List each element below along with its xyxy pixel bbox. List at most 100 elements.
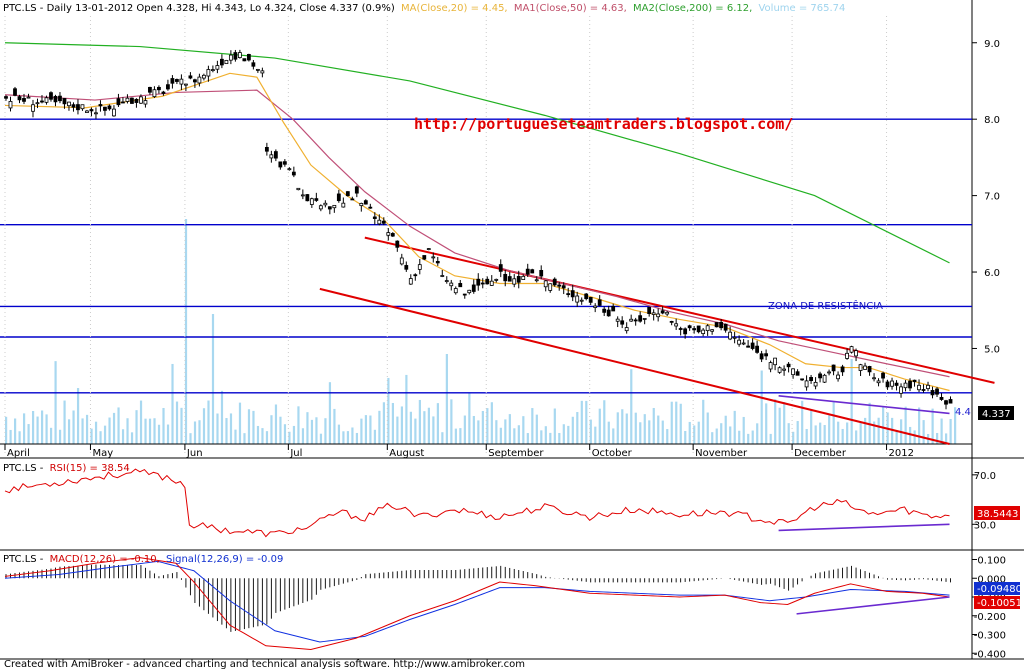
candle-body [314,198,319,201]
candle-body [269,154,274,159]
candle-body [885,381,890,388]
candle-body [8,101,13,109]
candle-body [251,62,256,67]
volume-bar [909,426,912,444]
rsi-y-tick-label: 70.0 [974,471,996,482]
candle-body [404,265,409,270]
candle-body [467,289,472,294]
volume-bar [724,415,727,444]
price-header: PTC.LS - Daily 13-01-2012 Open 4.328, Hi… [3,3,845,14]
volume-bar [355,432,359,444]
candle-body [233,52,238,60]
volume-bar [157,424,161,444]
volume-bar [414,418,417,444]
volume-bar [891,417,894,444]
volume-bar [571,416,574,444]
candle-body [219,58,224,66]
candle-body [759,353,764,360]
macd-value-label: -0.10051 [977,598,1022,609]
volume-bar [594,426,597,444]
volume-bar [67,419,71,444]
volume-bar [27,424,30,444]
candle-body [206,69,211,77]
price-header-ma200: MA2(Close,200) = 6.12, [633,3,752,14]
candle-body [89,109,94,112]
macd-y-tick-label: -0.400 [974,649,1006,660]
candle-body [130,97,134,104]
candle-body [863,365,867,370]
candle-body [552,278,557,286]
volume-bar [634,412,637,444]
candle-body [881,372,885,379]
support-trendline [778,395,950,415]
volume-bar [895,430,898,444]
volume-bar [639,422,642,444]
volume-bar [936,432,939,444]
candle-body [809,377,813,381]
volume-bar [94,421,98,444]
volume-bar [463,415,466,444]
volume-bar [882,406,885,444]
volume-bar [481,410,484,444]
volume-bar [22,413,26,444]
volume-bar [436,403,439,444]
candle-body [692,328,697,331]
volume-bar [769,433,772,444]
volume-bar [477,420,480,444]
macd-signal-line [4,560,950,643]
candle-body [359,202,364,207]
volume-bar [679,403,682,444]
volume-bar [58,429,62,444]
macd-y-tick-label: 0.000 [977,574,1006,585]
candle-body [278,161,283,168]
candle-body [786,363,791,368]
candle-body [116,98,121,106]
candle-body [242,58,247,62]
volume-bar [45,414,48,444]
volume-bar [418,399,421,444]
candle-body [336,193,341,202]
candle-body [849,346,854,353]
candle-body [426,248,431,250]
volume-bar [922,420,925,444]
price-y-tick-label: 7.0 [984,192,1000,203]
volume-bar [792,431,795,444]
volume-bar [747,433,750,444]
volume-bar [279,416,282,444]
candle-body [840,366,845,373]
volume-bar [751,430,754,444]
candle-body [246,53,251,61]
volume-bar [369,415,372,444]
volume-bar [432,416,435,444]
volume-bar [54,361,57,444]
volume-bar [274,404,278,444]
macd-y-tick-label: -0.300 [974,631,1006,642]
macd-trendline [796,596,950,615]
volume-bar [589,419,592,444]
candle-body [408,278,413,285]
volume-bar [405,374,408,444]
candle-body [498,264,503,272]
candle-body [224,59,229,65]
volume-bar [324,418,327,444]
volume-bar [567,425,570,444]
month-label: May [92,448,113,459]
rsi-header-prefix: PTC.LS - [3,463,44,474]
candle-body [193,79,197,83]
candle-body [296,187,301,191]
candle-body [525,268,530,275]
volume-bar [454,428,457,444]
volume-bar [490,402,493,444]
volume-bar [585,400,588,444]
candle-body [368,206,373,209]
rsi-y-tick-label: 30.0 [974,520,996,531]
candle-body [867,366,872,373]
volume-bar [850,359,853,444]
volume-bar [904,406,907,444]
candle-body [98,104,103,107]
candle-body [228,54,233,61]
volume-bar [252,410,255,444]
ma20-line [4,72,950,392]
volume-bar [805,428,808,444]
